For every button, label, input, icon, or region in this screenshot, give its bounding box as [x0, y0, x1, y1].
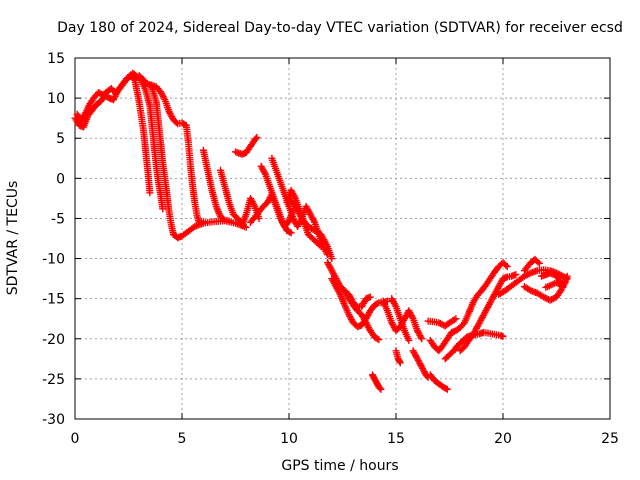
- x-tick-label: 20: [494, 431, 512, 447]
- x-tick-label: 0: [71, 431, 80, 447]
- data-series: [71, 69, 571, 393]
- y-tick-label: 15: [47, 51, 65, 67]
- data-point: [146, 189, 154, 197]
- series-track-g: [232, 133, 261, 158]
- data-point: [373, 299, 381, 307]
- series-track-q: [388, 295, 413, 344]
- plot-frame: [74, 57, 611, 420]
- data-point: [563, 272, 571, 280]
- y-tick-label: -5: [51, 211, 65, 227]
- data-point: [535, 259, 543, 267]
- data-point: [459, 320, 467, 328]
- series-track-w: [426, 259, 511, 355]
- data-point: [375, 336, 383, 344]
- data-point: [291, 193, 299, 201]
- y-tick-label: -25: [42, 372, 65, 388]
- data-point: [219, 215, 227, 223]
- data-point: [502, 261, 510, 269]
- data-point: [250, 201, 258, 209]
- data-point: [548, 295, 556, 303]
- series-track-s: [392, 347, 404, 367]
- data-point: [310, 217, 318, 225]
- data-point: [261, 169, 269, 177]
- series-track-r: [368, 371, 385, 393]
- data-point: [317, 243, 325, 251]
- data-point: [512, 271, 520, 279]
- data-point: [199, 218, 207, 226]
- gridlines: [75, 58, 610, 419]
- series-track-o: [341, 287, 374, 311]
- data-point: [405, 336, 413, 344]
- data-point: [543, 295, 551, 303]
- data-point: [376, 384, 384, 392]
- data-point: [242, 223, 250, 231]
- data-point: [286, 228, 294, 236]
- data-point: [442, 385, 450, 393]
- data-point: [160, 94, 168, 102]
- data-point: [253, 133, 261, 141]
- data-point: [316, 241, 324, 249]
- data-point: [541, 294, 549, 302]
- data-point: [546, 296, 554, 304]
- series-track-y: [456, 271, 520, 355]
- data-point: [352, 301, 360, 309]
- data-point: [328, 255, 336, 263]
- data-point: [377, 385, 385, 393]
- data-point: [252, 135, 260, 143]
- y-tick-label: -30: [42, 412, 65, 428]
- data-point: [336, 289, 344, 297]
- data-point: [452, 315, 460, 323]
- y-tick-label: 0: [56, 171, 65, 187]
- data-point: [549, 295, 557, 303]
- series-track-p: [379, 297, 426, 343]
- data-point: [366, 293, 374, 301]
- y-tick-label: 5: [56, 131, 65, 147]
- data-point: [540, 293, 548, 301]
- series-track-ac: [538, 269, 567, 291]
- series-track-d: [146, 80, 207, 226]
- series-track-v: [426, 371, 451, 393]
- data-point: [396, 358, 404, 366]
- data-point: [396, 359, 404, 367]
- axis-ticks: 0 5 10 15 20 25 15 10 5 0 -5 -10 -15 -20 -25 -30: [42, 51, 619, 447]
- series-track-ab: [520, 255, 543, 275]
- data-point: [499, 332, 507, 340]
- data-point: [436, 320, 444, 328]
- y-tick-label: 10: [47, 91, 65, 107]
- data-point: [435, 319, 443, 327]
- series-track-i: [257, 162, 295, 237]
- data-point: [525, 286, 533, 294]
- y-tick-label: -10: [42, 252, 65, 268]
- series-track-e: [199, 146, 233, 225]
- series-track-t: [409, 347, 432, 381]
- series-track-l: [285, 194, 336, 263]
- data-point: [418, 335, 426, 343]
- chart-title: Day 180 of 2024, Sidereal Day-to-day VTE…: [57, 20, 623, 36]
- y-axis-label: SDTVAR / TECUs: [5, 181, 21, 296]
- data-point: [373, 335, 381, 343]
- data-point: [159, 205, 167, 213]
- y-tick-label: -15: [42, 292, 65, 308]
- data-point: [450, 316, 458, 324]
- data-point: [443, 385, 451, 393]
- data-point: [408, 313, 416, 321]
- data-point: [391, 301, 399, 309]
- data-point: [524, 271, 532, 279]
- data-point: [225, 217, 233, 225]
- data-point: [417, 333, 425, 341]
- x-tick-label: 25: [601, 431, 619, 447]
- x-axis-label: GPS time / hours: [281, 458, 398, 474]
- x-tick-label: 15: [387, 431, 405, 447]
- x-tick-label: 5: [178, 431, 187, 447]
- data-point: [534, 258, 542, 266]
- series-track-u: [424, 315, 460, 330]
- data-point: [503, 263, 511, 271]
- data-point: [287, 229, 295, 237]
- data-point: [525, 270, 533, 278]
- x-tick-label: 10: [280, 431, 298, 447]
- data-point: [522, 271, 530, 279]
- y-tick-label: -20: [42, 332, 65, 348]
- data-point: [542, 283, 550, 291]
